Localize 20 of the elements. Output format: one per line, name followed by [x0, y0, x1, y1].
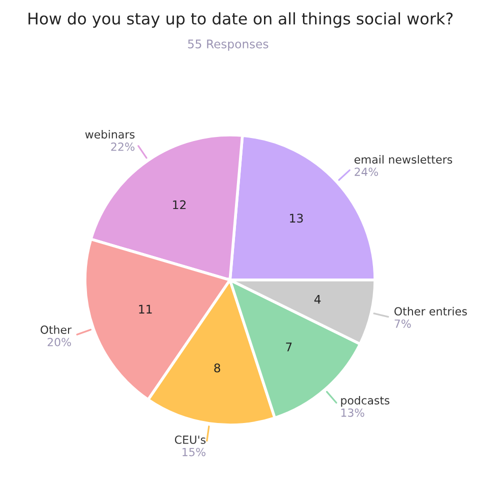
data-label: 4 [314, 295, 321, 304]
data-label: 8 [214, 363, 220, 372]
text: 20% [48, 338, 71, 346]
slice-label: Other [40, 325, 72, 334]
slice-label: Other entries [394, 306, 467, 316]
slice-label: CEU's [174, 436, 206, 444]
slice-label: podcasts [341, 396, 390, 407]
slice-label: webinars [85, 130, 135, 139]
chart-subtitle: 55 Responses [188, 40, 268, 51]
slice-label: email newsletters [354, 155, 452, 164]
data-label: 12 [173, 200, 186, 210]
text: 13% [341, 408, 364, 417]
data-label: 7 [286, 342, 292, 352]
text: 15% [182, 448, 206, 456]
text: 24% [354, 168, 378, 176]
data-label: 13 [290, 214, 303, 223]
text: 7% [394, 319, 411, 328]
text: 22% [111, 142, 134, 151]
chart-title: How do you stay up to date on all things social work? [28, 12, 453, 28]
data-label: 11 [139, 304, 152, 314]
